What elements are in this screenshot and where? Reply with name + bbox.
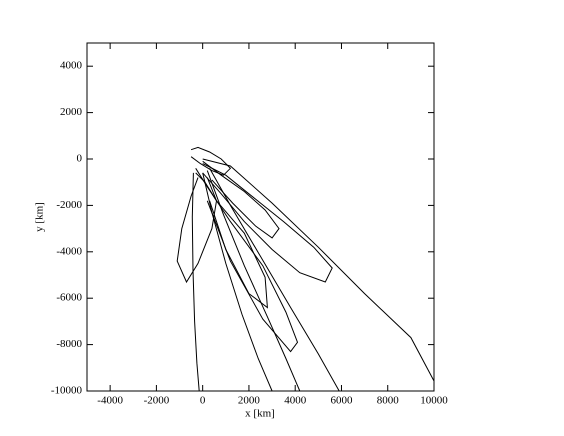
x-tick-label: 0 [200, 395, 206, 407]
trajectory [209, 168, 340, 392]
trajectory [202, 158, 435, 382]
y-tick-label: 0 [77, 153, 83, 165]
x-tick-label: 6000 [330, 395, 353, 407]
y-tick-label: -10000 [51, 385, 83, 397]
x-tick-label: 4000 [284, 395, 307, 407]
x-tick-label: -2000 [144, 395, 170, 407]
y-tick-label: 2000 [60, 106, 83, 118]
y-tick-label: -2000 [56, 199, 82, 211]
trajectory [195, 168, 299, 353]
trajectory [206, 170, 301, 392]
trajectory [190, 146, 232, 176]
x-tick-label: -4000 [97, 395, 123, 407]
x-tick-label: 10000 [420, 395, 448, 407]
y-axis-label: y [km] [34, 202, 46, 232]
y-tick-label: -6000 [56, 292, 82, 304]
x-axis-label: x [km] [245, 408, 275, 420]
x-tick-label: 2000 [238, 395, 261, 407]
trajectory [191, 172, 200, 392]
y-tick-label: -4000 [56, 245, 82, 257]
trajectory [176, 172, 218, 284]
trajectory [202, 163, 333, 283]
y-tick-label: -8000 [56, 338, 82, 350]
x-tick-label: 8000 [377, 395, 400, 407]
trajectory [202, 172, 273, 392]
trajectory [206, 177, 268, 309]
trajectory [202, 160, 280, 239]
plot-frame [86, 42, 435, 392]
y-tick-label: 4000 [60, 60, 83, 72]
